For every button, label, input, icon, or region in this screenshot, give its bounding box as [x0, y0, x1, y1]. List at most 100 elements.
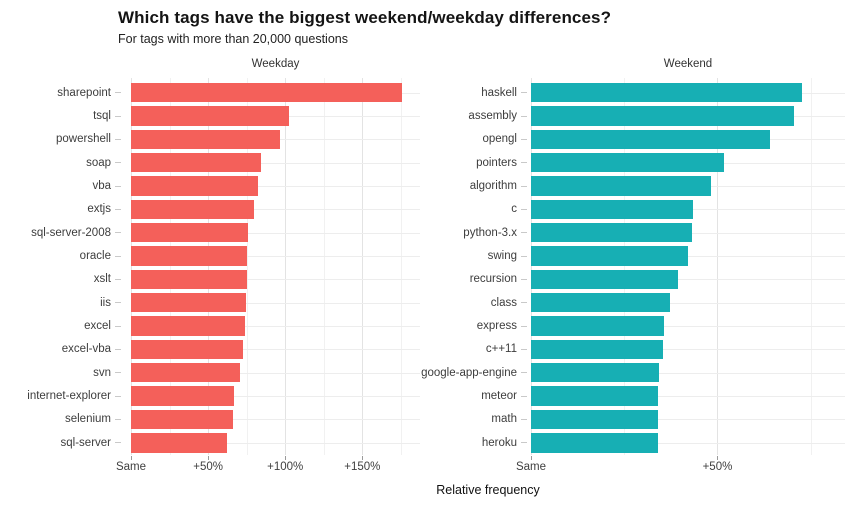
row-gridline [531, 279, 845, 281]
bar-row [531, 104, 845, 127]
bar-assembly [531, 106, 794, 126]
bar-row [131, 198, 420, 221]
x-axis-tick-label: +150% [344, 461, 381, 473]
y-axis-label: heroku [481, 436, 517, 449]
y-axis-tick [115, 442, 121, 444]
bar-row [131, 151, 420, 174]
y-label-row: class [420, 291, 531, 314]
row-gridline [531, 372, 845, 374]
bar-svn [131, 363, 241, 383]
bar-row [531, 221, 845, 244]
y-axis-label: svn [93, 366, 111, 379]
plot-panel-weekend [531, 78, 845, 455]
minor-gridline [400, 78, 402, 455]
major-gridline [131, 78, 132, 455]
bar-express [531, 316, 665, 336]
major-gridline [285, 78, 287, 455]
minor-gridline [169, 78, 171, 455]
bar-haskell [531, 83, 803, 103]
major-gridline [717, 78, 719, 455]
facet-body-weekday: sharepoint tsql powershell soap vba extjs sql-… [0, 78, 420, 455]
y-label-row: meteor [420, 384, 531, 407]
x-axis-tick-label: +50% [193, 461, 223, 473]
y-axis-tick [115, 115, 121, 117]
y-axis-label: c++11 [485, 343, 517, 356]
y-axis-label: swing [487, 250, 517, 263]
y-label-row: python-3.x [420, 221, 531, 244]
x-axis-tick [285, 456, 287, 460]
y-label-row: haskell [420, 81, 531, 104]
row-gridline [131, 326, 420, 328]
row-gridline [531, 349, 845, 351]
bar-c [531, 199, 694, 220]
y-label-row: express [420, 314, 531, 337]
y-axis-tick [521, 138, 527, 140]
x-axis-tick-label: Same [515, 461, 547, 473]
bar-opengl [531, 129, 771, 150]
y-axis-label: excel [84, 320, 111, 333]
minor-gridline [624, 78, 626, 455]
bar-soap [131, 153, 261, 173]
row-gridline [131, 442, 420, 444]
y-axis-label: iis [100, 296, 111, 309]
row-gridline [131, 372, 420, 374]
bar-row [131, 431, 420, 454]
bar-row [131, 408, 420, 431]
y-axis-label: opengl [482, 133, 517, 146]
minor-gridline [810, 78, 812, 455]
y-axis-label: internet-explorer [27, 390, 111, 403]
y-axis-tick [115, 325, 121, 327]
bar-c++11 [531, 339, 663, 360]
facet-body-weekend: haskell assembly opengl pointers algorithm c p… [420, 78, 845, 455]
bar-row [531, 314, 845, 337]
minor-gridline [323, 78, 325, 455]
x-axis-tick [717, 456, 719, 460]
row-gridline [531, 419, 845, 421]
y-label-row: recursion [420, 268, 531, 291]
y-label-row: assembly [420, 104, 531, 127]
y-label-row: internet-explorer [0, 384, 131, 407]
bar-row [531, 244, 845, 267]
y-label-row: oracle [0, 244, 131, 267]
y-label-row: extjs [0, 198, 131, 221]
y-axis-tick [521, 325, 527, 327]
bar-row [131, 128, 420, 151]
bar-excel-vba [131, 339, 243, 360]
y-axis-tick [521, 302, 527, 304]
bar-row [531, 151, 845, 174]
x-axis-tick-label: Same [115, 461, 147, 473]
bar-math [531, 409, 659, 430]
bar-heroku [531, 433, 658, 453]
y-axis-label: haskell [481, 86, 517, 99]
y-axis-tick [521, 442, 527, 444]
y-label-row: selenium [0, 408, 131, 431]
x-axis-tick [362, 456, 364, 460]
row-gridline [131, 186, 420, 188]
y-axis-tick [115, 348, 121, 350]
y-axis-label: sharepoint [57, 86, 111, 99]
y-axis-label: pointers [476, 156, 517, 169]
y-axis-label: oracle [79, 250, 111, 263]
y-label-row: heroku [420, 431, 531, 454]
bar-sharepoint [131, 83, 403, 103]
y-axis-label: express [476, 320, 517, 333]
y-axis-tick [521, 418, 527, 420]
row-gridline [531, 326, 845, 328]
bar-row [131, 81, 420, 104]
y-axis-label: sql-server-2008 [31, 226, 111, 239]
row-gridline [531, 302, 845, 304]
row-gridline [531, 396, 845, 398]
y-axis-tick [115, 418, 121, 420]
y-axis-label: extjs [87, 203, 111, 216]
y-axis-tick [115, 395, 121, 397]
y-axis-tick [115, 92, 121, 94]
x-axis-tick [131, 456, 132, 460]
y-label-row: algorithm [420, 174, 531, 197]
bar-row [131, 221, 420, 244]
bar-row [131, 104, 420, 127]
bar-row [531, 291, 845, 314]
bar-row [531, 408, 845, 431]
y-axis-tick [115, 138, 121, 140]
row-gridline [131, 349, 420, 351]
row-gridline [131, 279, 420, 281]
